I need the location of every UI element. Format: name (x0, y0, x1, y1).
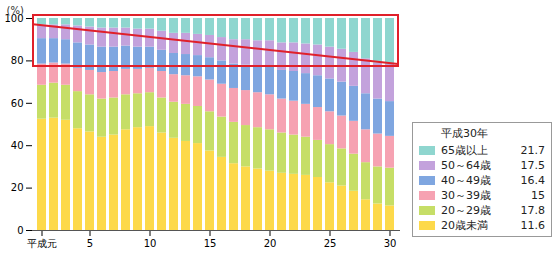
svg-text:40: 40 (11, 140, 24, 151)
svg-text:60: 60 (11, 98, 24, 109)
html-text:50～64歳: 50～64歳 (441, 159, 491, 172)
svg-text:25: 25 (324, 238, 337, 249)
svg-text:平成元: 平成元 (27, 238, 57, 249)
svg-text:100: 100 (4, 12, 24, 24)
svg-text:20: 20 (264, 238, 277, 249)
html-text:20～29歳: 20～29歳 (441, 204, 491, 217)
svg-text:(%): (%) (7, 5, 24, 16)
html-text:16.4: 16.4 (520, 174, 545, 187)
svg-text:30: 30 (384, 238, 397, 249)
html-text:11.6: 11.6 (520, 219, 545, 232)
svg-text:10: 10 (144, 238, 157, 249)
svg-text:20: 20 (11, 182, 24, 193)
svg-text:5: 5 (87, 238, 93, 249)
html-text:30～39歳: 30～39歳 (441, 189, 491, 202)
svg-text:0: 0 (17, 225, 23, 236)
svg-text:80: 80 (11, 55, 24, 66)
html-text:40～49歳: 40～49歳 (441, 174, 491, 187)
html-text:17.5: 17.5 (520, 159, 545, 172)
html-text:21.7: 21.7 (520, 144, 545, 157)
html-text:17.8: 17.8 (520, 204, 545, 217)
html-text:15: 15 (531, 189, 545, 202)
html-text:平成30年: 平成30年 (441, 127, 488, 140)
svg-text:15: 15 (204, 238, 217, 249)
html-text:65歳以上: 65歳以上 (441, 144, 488, 157)
html-text:20歳未満: 20歳未満 (441, 219, 488, 232)
